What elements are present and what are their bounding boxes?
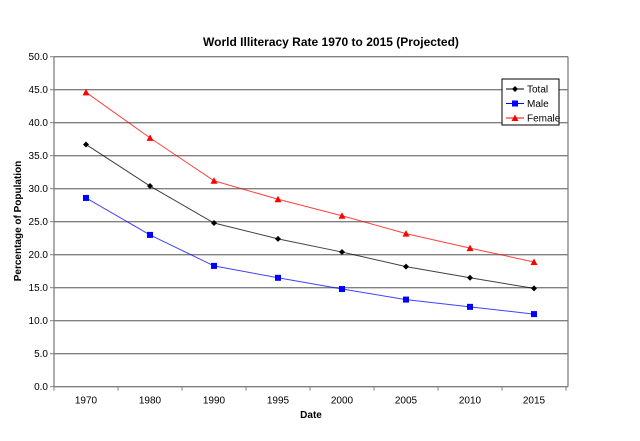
y-tick-label: 15.0: [29, 283, 49, 294]
y-tick-label: 25.0: [29, 217, 49, 228]
series-male: [83, 194, 537, 318]
legend-label: Male: [527, 99, 549, 110]
triangle-marker: [511, 114, 519, 121]
y-tick-label: 40.0: [29, 118, 49, 129]
triangle-marker: [210, 177, 218, 184]
legend-box: [501, 78, 560, 126]
diamond-marker: [403, 263, 409, 270]
square-marker: [339, 286, 345, 293]
y-tick-label: 0.0: [34, 382, 48, 393]
triangle-marker: [402, 230, 410, 237]
square-marker: [147, 231, 153, 238]
x-tick-label: 2000: [331, 396, 354, 407]
series-female: [82, 88, 538, 265]
triangle-marker: [338, 212, 346, 219]
diamond-marker: [275, 235, 281, 242]
y-axis-label: Percentage of Population: [13, 161, 24, 282]
x-tick-label: 1990: [203, 396, 226, 407]
x-tick-label: 1970: [75, 396, 98, 407]
y-tick-label: 50.0: [29, 52, 49, 63]
triangle-marker: [466, 244, 474, 252]
y-tick-label: 5.0: [34, 349, 48, 360]
diamond-marker: [83, 141, 89, 148]
square-marker: [512, 100, 518, 107]
square-marker: [531, 311, 537, 318]
y-tick-label: 35.0: [29, 151, 49, 162]
triangle-marker: [146, 134, 154, 141]
x-tick-label: 2010: [459, 396, 482, 407]
diamond-marker: [531, 285, 537, 292]
legend-item: Female: [506, 114, 561, 125]
series-line: [85, 91, 535, 263]
x-tick-label: 1980: [139, 396, 162, 407]
x-tick-label: 1995: [267, 396, 290, 407]
y-tick-label: 30.0: [29, 184, 49, 195]
square-marker: [83, 194, 89, 201]
legend-label: Female: [527, 114, 561, 125]
triangle-marker: [530, 258, 538, 265]
legend-label: Total: [527, 85, 548, 96]
legend: Total Male Female: [501, 78, 561, 126]
series-line: [85, 197, 535, 315]
series-total: [83, 141, 537, 292]
y-tick-label: 45.0: [29, 85, 49, 96]
x-axis-label: Date: [300, 410, 322, 421]
triangle-marker: [274, 195, 282, 203]
series-line: [85, 144, 535, 289]
x-tick-label: 2005: [395, 396, 418, 407]
diamond-marker: [339, 249, 345, 256]
square-marker: [467, 303, 473, 310]
x-tick-label: 2015: [523, 396, 546, 407]
square-marker: [403, 296, 409, 303]
diamond-marker: [467, 274, 473, 281]
square-marker: [275, 274, 281, 281]
legend-item: Total: [506, 85, 548, 96]
diamond-marker: [147, 183, 153, 190]
y-tick-label: 10.0: [29, 316, 49, 327]
legend-item: Male: [506, 99, 549, 110]
y-tick-label: 20.0: [29, 250, 49, 261]
diamond-marker: [512, 86, 518, 92]
triangle-marker: [82, 88, 90, 96]
chart-title: World Illiteracy Rate 1970 to 2015 (Proj…: [203, 35, 459, 49]
diamond-marker: [211, 220, 217, 227]
square-marker: [211, 262, 217, 269]
